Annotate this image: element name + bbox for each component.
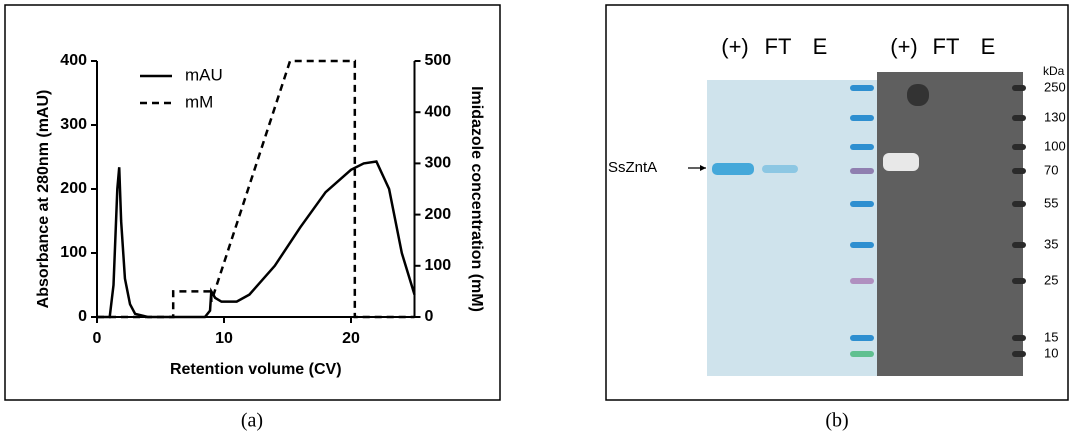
marker-label: 25 [1044, 272, 1058, 287]
marker-band [1012, 201, 1026, 207]
spot [907, 84, 929, 106]
marker-label: 250 [1044, 79, 1066, 94]
lane-label: (+) [890, 34, 918, 59]
caption: (b) [825, 410, 848, 432]
y-tick-label: 100 [60, 244, 87, 261]
line [97, 161, 415, 317]
x-tick-label: 10 [215, 330, 233, 347]
lane-label: FT [933, 34, 960, 59]
lane-label: E [813, 34, 828, 59]
lane-label: FT [765, 34, 792, 59]
marker-label: 10 [1044, 345, 1058, 360]
arrowhead [700, 165, 706, 171]
y-tick-label: 200 [60, 180, 87, 197]
marker-label: 130 [1044, 109, 1066, 124]
marker-band [1012, 335, 1026, 341]
marker-label: 15 [1044, 329, 1058, 344]
y2-tick-label: 0 [425, 308, 434, 325]
band [762, 165, 798, 173]
marker-label: 100 [1044, 138, 1066, 153]
marker-band [850, 168, 874, 174]
y-tick-label: 400 [60, 52, 87, 69]
caption: (a) [241, 410, 263, 432]
gel-image [707, 72, 1026, 376]
y-tick-label: 0 [78, 308, 87, 325]
y2-tick-label: 100 [425, 257, 452, 274]
y2-tick-label: 500 [425, 52, 452, 69]
unit-label: kDa [1043, 64, 1065, 78]
marker-label: 55 [1044, 195, 1058, 210]
marker-band [1012, 144, 1026, 150]
marker-band [1012, 85, 1026, 91]
x-tick-label: 20 [342, 330, 360, 347]
marker-band [850, 335, 874, 341]
y2-tick-label: 300 [425, 155, 452, 172]
x-tick-label: 0 [93, 330, 102, 347]
marker-band [850, 242, 874, 248]
marker-band [850, 351, 874, 357]
marker-band [850, 115, 874, 121]
marker-band [850, 144, 874, 150]
marker-band [1012, 351, 1026, 357]
marker-label: 35 [1044, 236, 1058, 251]
protein-label: SsZntA [608, 159, 657, 176]
y-tick-label: 300 [60, 116, 87, 133]
marker-band [1012, 242, 1026, 248]
marker-band [850, 85, 874, 91]
marker-band [850, 201, 874, 207]
lane-label: E [981, 34, 996, 59]
marker-band [1012, 168, 1026, 174]
y2-axis-label: Imidazole concentration (mM) [468, 86, 485, 312]
lane-label: (+) [721, 34, 749, 59]
gel-right [877, 72, 1023, 376]
band [883, 153, 919, 171]
y2-tick-label: 200 [425, 206, 452, 223]
line [97, 61, 415, 317]
legend-label: mAU [185, 65, 223, 84]
marker-label: 70 [1044, 162, 1058, 177]
band [712, 163, 754, 175]
marker-band [850, 278, 874, 284]
marker-band [1012, 115, 1026, 121]
marker-band [1012, 278, 1026, 284]
figure: (a) (b) (+)FTE(+)FTESsZntAkDa25013010070… [0, 0, 1072, 440]
x-axis-label: Retention volume (CV) [170, 361, 342, 378]
chart-a: 0 100 200 300 400 0 100 200 300 400 500 0 10 20Retent… [35, 52, 485, 378]
gel-left [707, 80, 877, 376]
y2-tick-label: 400 [425, 103, 452, 120]
y-axis-label: Absorbance at 280nm (mAU) [35, 90, 52, 309]
legend-label: mM [185, 92, 213, 111]
